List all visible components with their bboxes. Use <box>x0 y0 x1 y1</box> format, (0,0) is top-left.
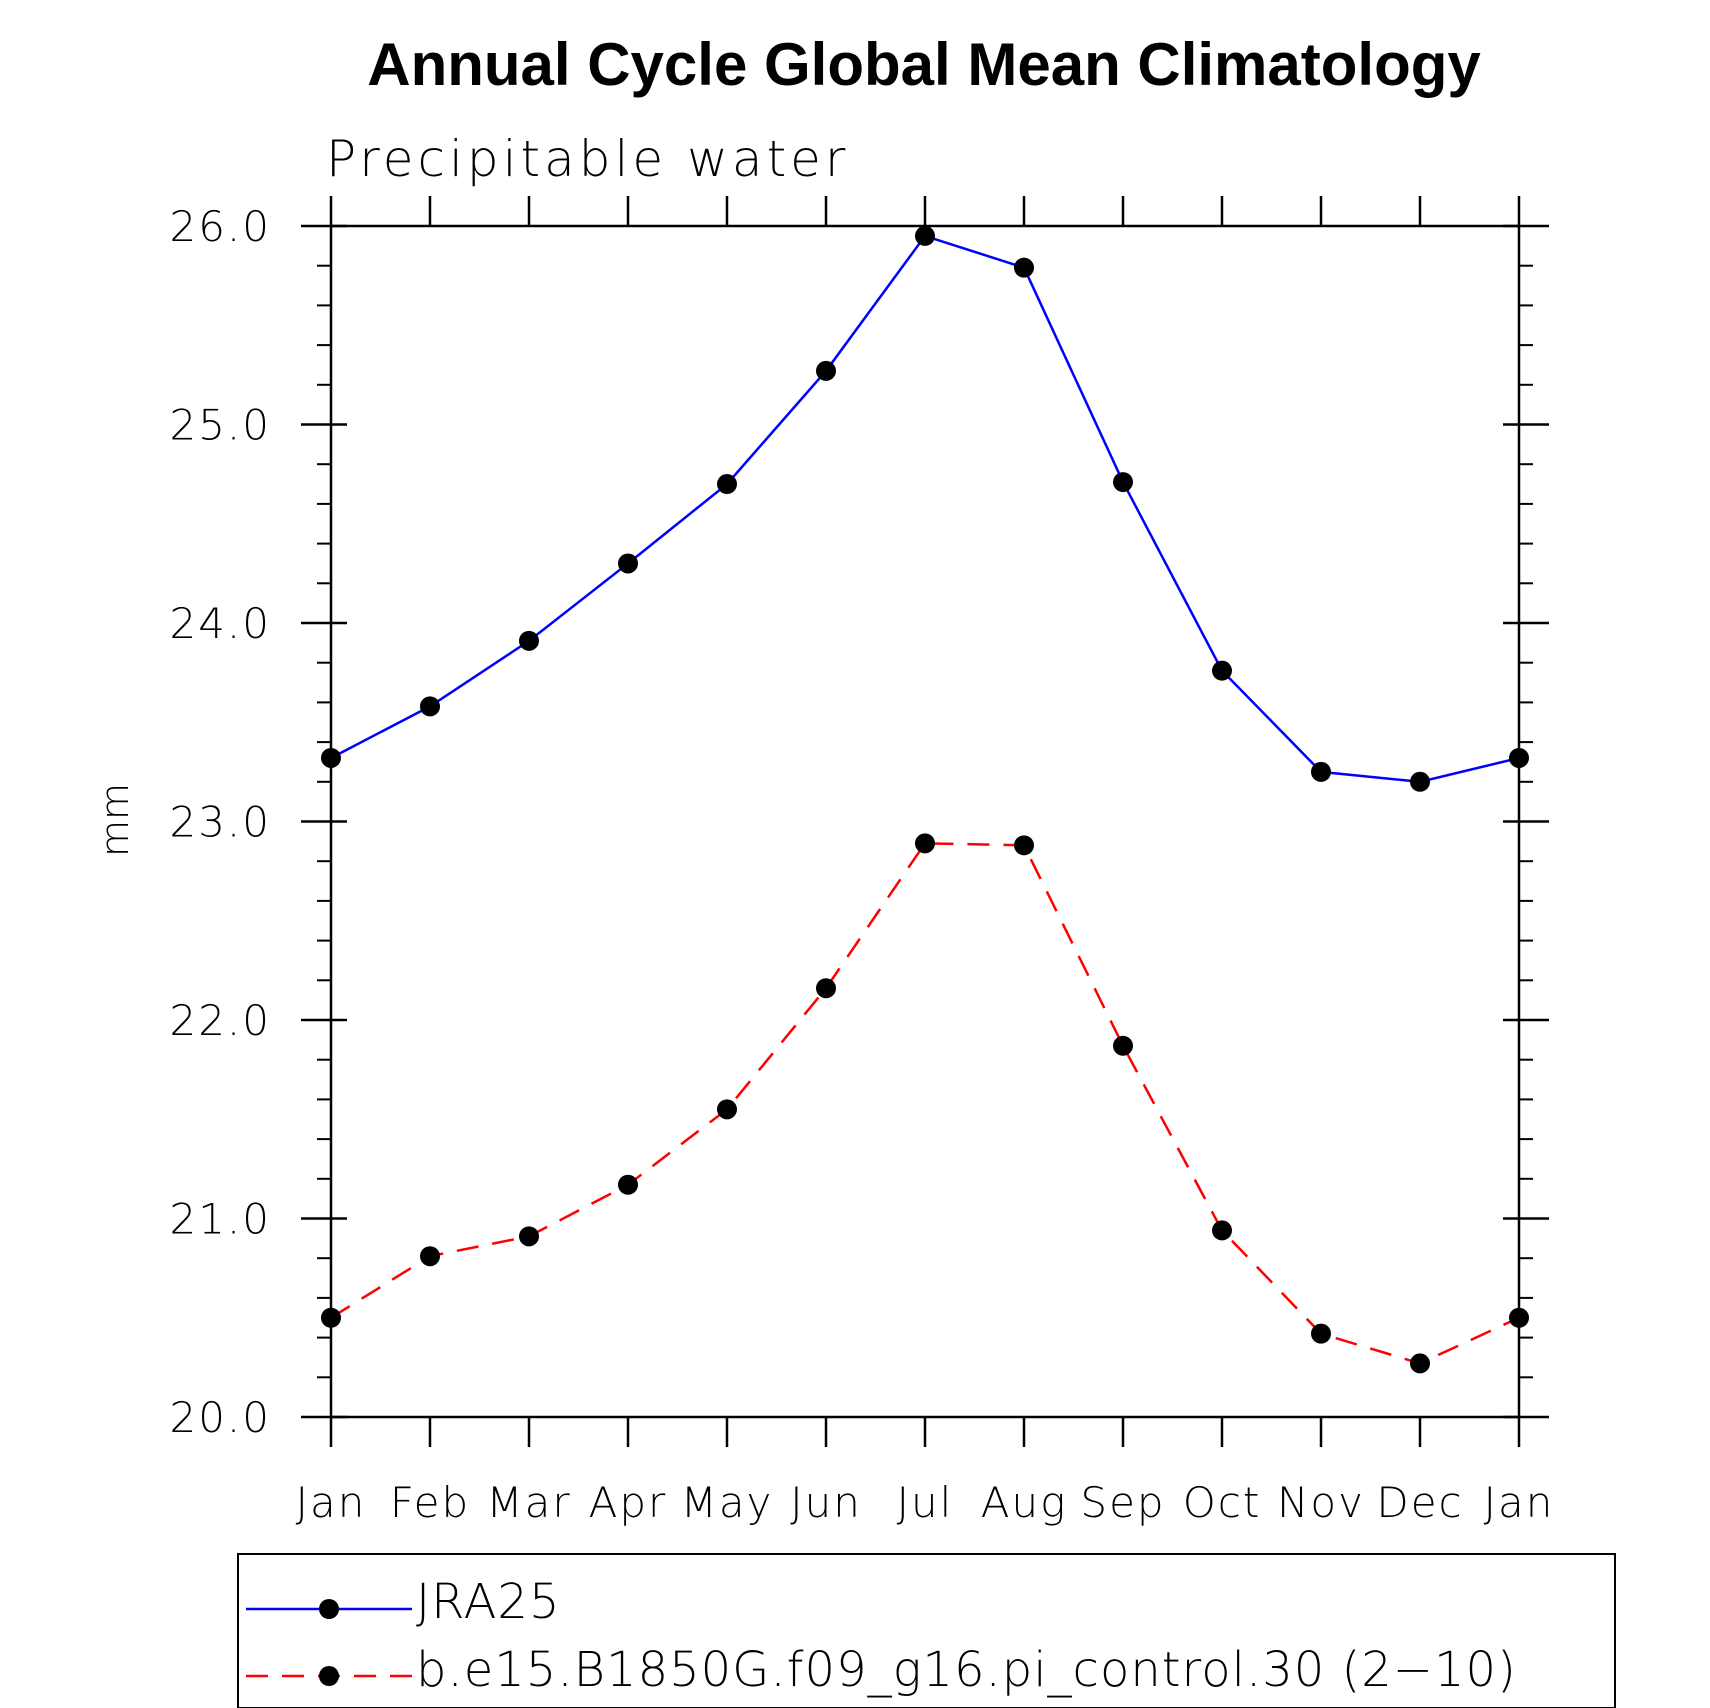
data-point-series-1 <box>816 360 836 381</box>
data-point-series-1 <box>1014 257 1034 278</box>
series-layer <box>321 225 1529 1374</box>
y-axis-title: mm <box>93 783 137 857</box>
data-point-series-2 <box>1113 1035 1133 1056</box>
data-point-series-2 <box>816 978 836 999</box>
data-point-series-1 <box>1113 472 1133 493</box>
data-point-series-2 <box>1212 1220 1232 1241</box>
data-point-series-2 <box>420 1246 440 1267</box>
x-tick-label: Aug <box>981 1478 1068 1527</box>
data-point-series-2 <box>618 1174 638 1195</box>
data-point-series-2 <box>1311 1323 1331 1344</box>
x-tick-label: Jun <box>790 1478 862 1527</box>
data-point-series-1 <box>519 630 539 651</box>
y-tick-label: 26.0 <box>169 202 271 251</box>
data-point-series-1 <box>915 225 935 246</box>
data-point-series-1 <box>420 696 440 717</box>
chart-title: Annual Cycle Global Mean Climatology <box>367 31 1481 98</box>
x-tick-label: Sep <box>1080 1478 1165 1527</box>
legend-swatches <box>246 1599 412 1686</box>
legend-marker-series-1 <box>319 1599 339 1619</box>
legend: JRA25 b.e15.B1850G.f09_g16.pi_control.30… <box>237 1553 1616 1708</box>
data-point-series-2 <box>321 1307 341 1328</box>
legend-label-series-2: b.e15.B1850G.f09_g16.pi_control.30 (2−10… <box>416 1642 1517 1698</box>
data-point-series-1 <box>1410 771 1430 792</box>
legend-box <box>237 1553 1616 1708</box>
x-tick-label: Jul <box>897 1478 954 1527</box>
series-line-1 <box>330 234 1520 784</box>
x-axis-ticks <box>329 196 1521 1447</box>
plot-frame <box>329 224 1521 1419</box>
y-tick-label: 22.0 <box>169 996 271 1045</box>
data-point-series-2 <box>519 1226 539 1247</box>
series-line-2 <box>330 842 1520 1365</box>
data-point-series-1 <box>1311 761 1331 782</box>
data-point-series-1 <box>1509 747 1529 768</box>
data-point-series-2 <box>1509 1307 1529 1328</box>
x-tick-label: Mar <box>486 1478 571 1527</box>
x-tick-label: Jan <box>296 1478 367 1527</box>
x-tick-label: Jan <box>1484 1478 1555 1527</box>
y-axis-tick-labels: 20.0 21.0 22.0 23.0 24.0 25.0 26.0 <box>169 202 271 1442</box>
y-tick-label: 23.0 <box>169 798 271 847</box>
y-axis-ticks <box>301 224 1549 1419</box>
y-tick-label: 25.0 <box>169 401 271 450</box>
legend-marker-series-2 <box>319 1666 339 1686</box>
data-point-series-2 <box>915 833 935 854</box>
x-tick-label: Oct <box>1183 1478 1262 1527</box>
x-tick-label: Apr <box>589 1478 668 1527</box>
y-tick-label: 21.0 <box>169 1195 271 1244</box>
x-tick-label: Feb <box>390 1478 470 1527</box>
x-tick-label: Dec <box>1376 1478 1463 1527</box>
y-tick-label: 20.0 <box>169 1393 271 1442</box>
data-point-series-2 <box>1410 1353 1430 1374</box>
chart-subtitle: Precipitable water <box>326 130 850 188</box>
data-point-series-2 <box>717 1099 737 1120</box>
data-point-series-1 <box>618 553 638 574</box>
data-point-series-1 <box>717 474 737 495</box>
data-point-series-2 <box>1014 835 1034 856</box>
y-tick-label: 24.0 <box>169 599 271 648</box>
x-tick-label: Nov <box>1277 1478 1365 1527</box>
x-axis-tick-labels: Jan Feb Mar Apr May Jun Jul Aug Sep Oct Nov Dec Jan <box>296 1478 1555 1527</box>
data-point-series-1 <box>321 747 341 768</box>
x-tick-label: May <box>681 1478 774 1527</box>
legend-label-series-1: JRA25 <box>416 1574 560 1630</box>
data-point-series-1 <box>1212 660 1232 681</box>
